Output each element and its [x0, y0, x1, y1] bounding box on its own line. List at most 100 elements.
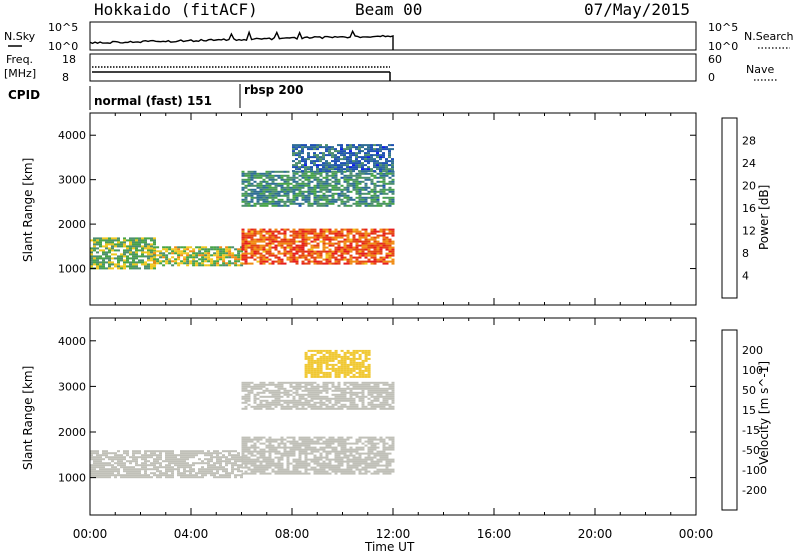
echo-cell — [268, 240, 272, 243]
echo-cell — [334, 260, 338, 263]
echo-cell — [367, 178, 371, 181]
echo-cell — [319, 446, 323, 449]
echo-cell — [301, 170, 304, 173]
echo-cell — [265, 250, 269, 253]
echo-cell — [304, 256, 308, 259]
echo-cell — [340, 462, 344, 465]
echo-cell — [204, 474, 207, 477]
echo-cell — [213, 252, 217, 255]
echo-cell — [247, 170, 251, 173]
echo-cell — [268, 401, 272, 404]
echo-cell — [307, 371, 311, 374]
echo-cell — [361, 387, 365, 390]
echo-cell — [376, 154, 379, 157]
echo-cell — [234, 458, 237, 461]
echo-cell — [325, 180, 329, 183]
echo-cell — [165, 250, 169, 253]
echo-cell — [355, 174, 359, 177]
echo-cell — [313, 456, 317, 459]
echo-cell — [370, 154, 373, 157]
echo-cell — [334, 238, 338, 241]
echo-cell — [108, 255, 111, 258]
echo-cell — [244, 258, 248, 261]
noise-left-tick-top: 10^5 — [48, 21, 78, 34]
echo-cell — [382, 258, 386, 261]
echo-cell — [292, 442, 296, 445]
echo-cell — [367, 232, 371, 235]
echo-cell — [102, 261, 105, 264]
echo-cell — [135, 458, 138, 461]
echo-cell — [346, 160, 349, 163]
echo-cell — [259, 468, 263, 471]
echo-cell — [307, 190, 311, 193]
echo-cell — [361, 381, 365, 384]
echo-cell — [153, 267, 156, 270]
echo-cell — [256, 391, 260, 394]
echo-cell — [292, 399, 296, 402]
echo-cell — [376, 462, 380, 465]
echo-cell — [352, 240, 356, 243]
echo-cell — [153, 466, 156, 469]
echo-cell — [231, 262, 235, 265]
echo-cell — [379, 452, 383, 455]
echo-cell — [189, 472, 192, 475]
echo-cell — [237, 250, 241, 253]
echo-cell — [96, 474, 99, 477]
echo-cell — [271, 260, 275, 263]
echo-cell — [228, 262, 232, 265]
echo-cell — [259, 262, 263, 265]
echo-cell — [304, 371, 308, 374]
echo-cell — [225, 470, 228, 473]
echo-cell — [298, 458, 302, 461]
echo-cell — [265, 202, 269, 205]
echo-cell — [319, 470, 323, 473]
echo-cell — [286, 188, 290, 191]
echo-cell — [328, 170, 331, 173]
echo-cell — [93, 263, 96, 266]
echo-cell — [316, 254, 320, 257]
echo-cell — [322, 166, 325, 169]
echo-cell — [228, 254, 232, 257]
echo-cell — [277, 403, 281, 406]
echo-cell — [216, 468, 219, 471]
echo-cell — [216, 246, 220, 249]
echo-cell — [129, 241, 132, 244]
echo-cell — [334, 164, 337, 167]
echo-cell — [352, 164, 355, 167]
echo-cell — [292, 403, 296, 406]
echo-cell — [346, 196, 350, 199]
echo-cell — [201, 472, 204, 475]
echo-cell — [295, 170, 299, 173]
echo-cell — [247, 262, 251, 265]
echo-cell — [298, 240, 302, 243]
echo-cell — [373, 399, 377, 402]
echo-cell — [325, 202, 329, 205]
echo-cell — [247, 178, 251, 181]
echo-cell — [316, 204, 320, 207]
echo-cell — [150, 464, 153, 467]
echo-cell — [355, 462, 359, 465]
echo-cell — [307, 148, 310, 151]
echo-cell — [355, 464, 359, 467]
echo-cell — [219, 458, 222, 461]
echo-cell — [307, 448, 311, 451]
echo-cell — [310, 365, 314, 368]
echo-cell — [147, 476, 150, 479]
echo-cell — [244, 450, 248, 453]
echo-cell — [277, 200, 281, 203]
echo-cell — [325, 172, 329, 175]
echo-cell — [376, 452, 380, 455]
echo-cell — [292, 144, 295, 147]
echo-cell — [250, 188, 254, 191]
echo-cell — [268, 186, 272, 189]
echo-cell — [316, 262, 320, 265]
echo-cell — [244, 238, 248, 241]
echo-cell — [367, 446, 371, 449]
echo-cell — [256, 260, 260, 263]
echo-cell — [361, 156, 364, 159]
echo-cell — [358, 464, 362, 467]
echo-cell — [207, 464, 210, 467]
echo-cell — [174, 464, 177, 467]
echo-cell — [313, 186, 317, 189]
echo-cell — [144, 466, 147, 469]
